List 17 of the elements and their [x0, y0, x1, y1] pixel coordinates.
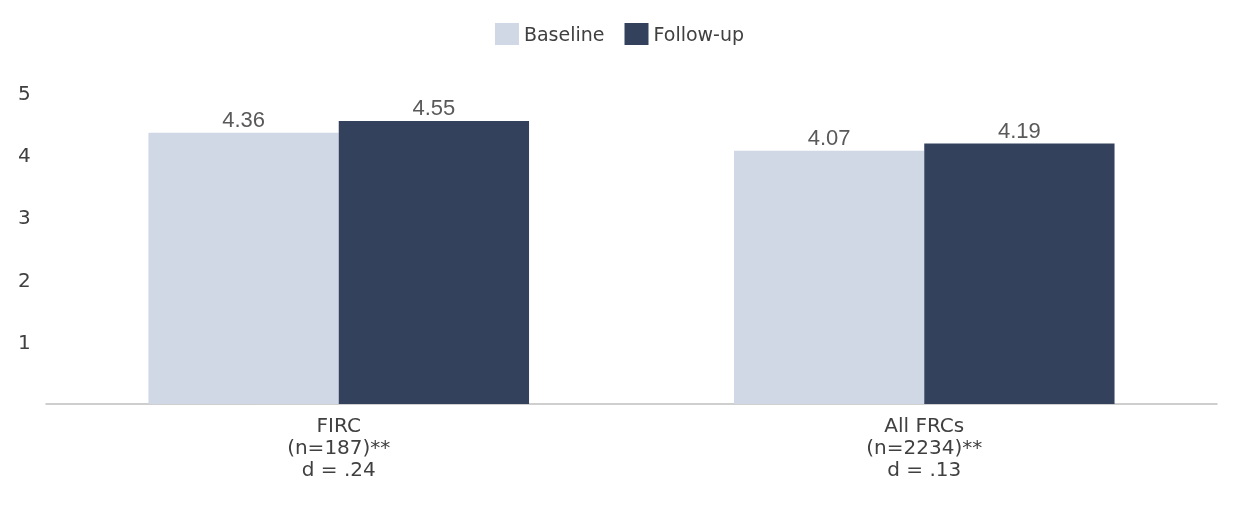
- legend-label: Baseline: [523, 23, 605, 45]
- bar: [338, 120, 530, 404]
- bar: [148, 132, 339, 404]
- data-label: 4.19: [997, 117, 1041, 143]
- data-label: 4.36: [222, 107, 266, 133]
- y-tick-label: 1: [18, 329, 31, 354]
- y-tick-label: 5: [18, 81, 31, 105]
- x-tick-label: All FRCs (n=2234)** d = .13: [866, 413, 983, 481]
- y-tick-label: 4: [18, 143, 31, 168]
- bar: [733, 150, 925, 404]
- data-label: 4.55: [412, 95, 456, 121]
- bar: [924, 143, 1115, 404]
- data-label: 4.07: [807, 125, 851, 151]
- y-tick-label: 2: [18, 267, 31, 292]
- legend-label: Follow-up: [653, 23, 745, 45]
- y-tick-label: 3: [18, 205, 31, 230]
- x-tick-label: FIRC (n=187)** d = .24: [287, 413, 391, 481]
